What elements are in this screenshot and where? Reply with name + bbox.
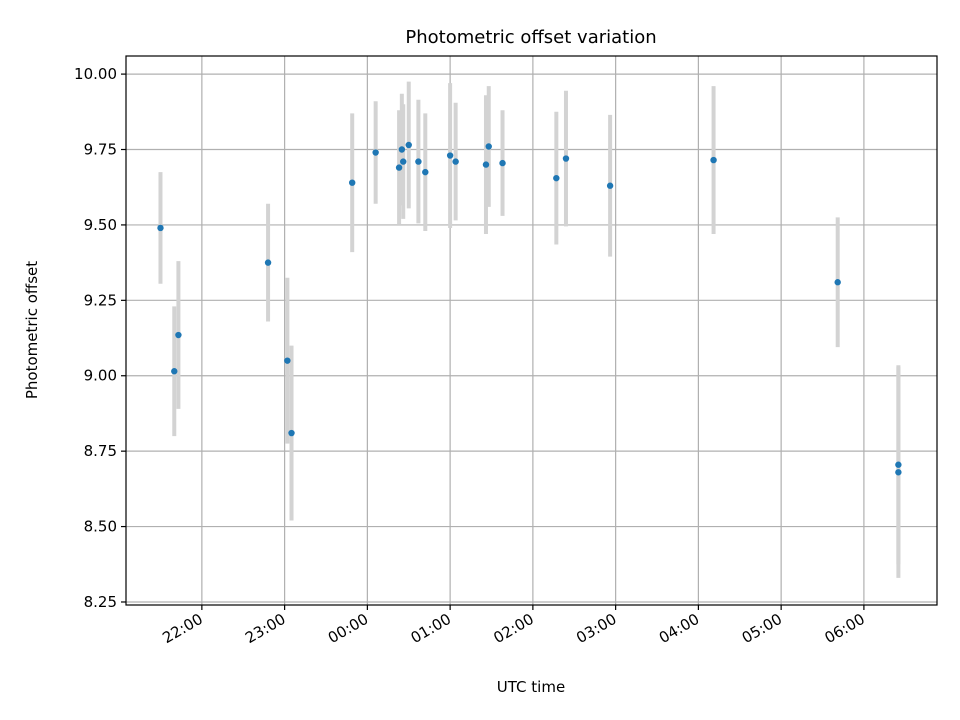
data-point [446,152,454,159]
data-point [157,224,164,232]
data-point [834,279,841,286]
data-point [284,357,291,364]
data-point [400,158,407,165]
data-point [264,259,272,266]
y-tick-label: 9.00 [84,367,117,385]
y-tick-label: 9.75 [84,141,117,159]
data-point [422,168,429,176]
y-tick-label: 9.25 [84,291,117,309]
chart-title: Photometric offset variation [405,27,656,48]
y-tick-label: 8.25 [84,593,117,611]
y-tick-label: 8.50 [84,518,117,536]
y-tick-label: 8.75 [84,442,117,460]
y-tick-label: 10.00 [74,65,117,83]
data-point [175,331,182,339]
data-point [288,429,295,437]
data-point [415,158,422,165]
data-point [395,164,403,171]
data-point [499,159,506,167]
data-point [553,174,560,182]
plot-frame [125,55,938,606]
data-point [710,156,717,164]
y-tick-label: 9.50 [84,216,117,234]
data-point [485,143,492,150]
data-point [452,158,459,165]
data-point [895,461,902,468]
data-points [157,141,902,476]
data-point [171,368,178,375]
data-point [606,182,614,189]
x-axis-title: UTC time [497,678,565,696]
data-point [895,469,902,476]
data-point [562,155,570,162]
data-point [405,141,412,149]
data-point [482,161,490,168]
data-point [348,179,356,186]
y-axis-title: Photometric offset [23,261,41,399]
data-point [398,146,406,153]
data-point [372,149,379,156]
